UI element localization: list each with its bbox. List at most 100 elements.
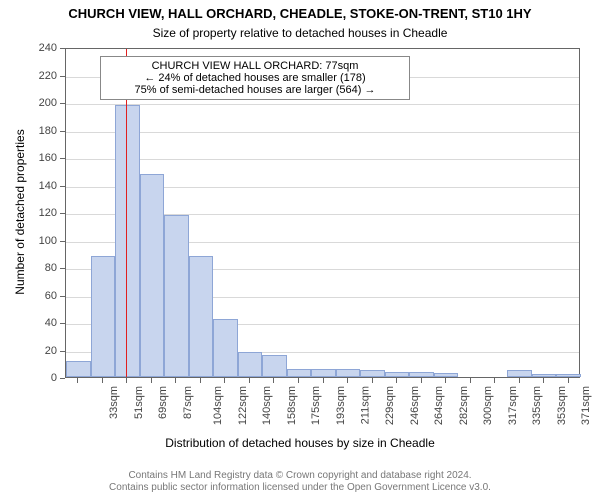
x-tick-mark xyxy=(568,378,569,383)
y-tick-label: 120 xyxy=(27,207,57,219)
y-tick-mark xyxy=(60,76,65,77)
x-tick-mark xyxy=(200,378,201,383)
y-tick-label: 20 xyxy=(27,345,57,357)
y-tick-label: 80 xyxy=(27,262,57,274)
x-tick-mark xyxy=(273,378,274,383)
x-tick-label: 140sqm xyxy=(262,386,274,425)
chart-container: CHURCH VIEW, HALL ORCHARD, CHEADLE, STOK… xyxy=(0,0,600,500)
x-tick-mark xyxy=(445,378,446,383)
y-tick-mark xyxy=(60,241,65,242)
histogram-bar xyxy=(238,352,263,377)
y-tick-mark xyxy=(60,323,65,324)
histogram-bar xyxy=(213,319,238,377)
y-tick-label: 180 xyxy=(27,125,57,137)
x-tick-mark xyxy=(249,378,250,383)
y-tick-mark xyxy=(60,103,65,104)
x-tick-mark xyxy=(396,378,397,383)
y-tick-label: 160 xyxy=(27,152,57,164)
histogram-bar xyxy=(66,361,91,378)
x-tick-label: 335sqm xyxy=(531,386,543,425)
y-tick-mark xyxy=(60,131,65,132)
histogram-bar xyxy=(311,369,336,377)
x-tick-mark xyxy=(151,378,152,383)
x-tick-label: 158sqm xyxy=(286,386,298,425)
x-tick-mark xyxy=(175,378,176,383)
chart-title-main: CHURCH VIEW, HALL ORCHARD, CHEADLE, STOK… xyxy=(0,6,600,21)
x-tick-mark xyxy=(102,378,103,383)
x-tick-label: 51sqm xyxy=(133,386,145,419)
y-tick-label: 240 xyxy=(27,42,57,54)
y-axis-title: Number of detached properties xyxy=(13,82,27,342)
y-tick-label: 140 xyxy=(27,180,57,192)
grid-line xyxy=(66,132,579,133)
x-tick-label: 175sqm xyxy=(311,386,323,425)
y-tick-mark xyxy=(60,186,65,187)
x-tick-label: 33sqm xyxy=(108,386,120,419)
histogram-bar xyxy=(140,174,165,378)
y-tick-label: 40 xyxy=(27,317,57,329)
x-tick-label: 122sqm xyxy=(237,386,249,425)
y-tick-mark xyxy=(60,48,65,49)
x-tick-mark xyxy=(323,378,324,383)
x-tick-label: 104sqm xyxy=(212,386,224,425)
footer-line-1: Contains HM Land Registry data © Crown c… xyxy=(0,470,600,482)
grid-line xyxy=(66,104,579,105)
y-tick-label: 0 xyxy=(27,372,57,384)
histogram-bar xyxy=(360,370,385,377)
x-tick-label: 229sqm xyxy=(384,386,396,425)
x-axis-title: Distribution of detached houses by size … xyxy=(0,436,600,450)
histogram-bar xyxy=(532,374,557,377)
x-tick-label: 317sqm xyxy=(507,386,519,425)
x-tick-label: 193sqm xyxy=(335,386,347,425)
x-tick-label: 282sqm xyxy=(458,386,470,425)
histogram-bar xyxy=(164,215,189,377)
x-tick-label: 300sqm xyxy=(482,386,494,425)
x-tick-mark xyxy=(372,378,373,383)
footer-line-2: Contains public sector information licen… xyxy=(0,482,600,494)
x-tick-label: 211sqm xyxy=(359,386,371,424)
x-tick-label: 353sqm xyxy=(556,386,568,425)
annotation-box: CHURCH VIEW HALL ORCHARD: 77sqm ← 24% of… xyxy=(100,56,410,100)
y-tick-mark xyxy=(60,268,65,269)
x-tick-label: 264sqm xyxy=(433,386,445,425)
x-tick-mark xyxy=(543,378,544,383)
histogram-bar xyxy=(434,373,459,377)
histogram-bar xyxy=(91,256,116,377)
x-tick-mark xyxy=(421,378,422,383)
chart-title-sub: Size of property relative to detached ho… xyxy=(0,26,600,40)
histogram-bar xyxy=(507,370,532,377)
histogram-bar xyxy=(287,369,312,377)
x-tick-label: 371sqm xyxy=(580,386,592,425)
y-tick-mark xyxy=(60,296,65,297)
histogram-bar xyxy=(115,105,140,377)
histogram-bar xyxy=(409,372,434,378)
annotation-line-1: CHURCH VIEW HALL ORCHARD: 77sqm xyxy=(109,60,401,72)
grid-line xyxy=(66,159,579,160)
footer: Contains HM Land Registry data © Crown c… xyxy=(0,470,600,493)
x-tick-mark xyxy=(298,378,299,383)
x-tick-mark xyxy=(494,378,495,383)
y-tick-mark xyxy=(60,158,65,159)
histogram-bar xyxy=(336,369,361,377)
y-tick-label: 100 xyxy=(27,235,57,247)
annotation-line-2: ← 24% of detached houses are smaller (17… xyxy=(109,72,401,84)
y-tick-mark xyxy=(60,351,65,352)
y-tick-mark xyxy=(60,213,65,214)
x-tick-mark xyxy=(347,378,348,383)
histogram-bar xyxy=(189,256,214,377)
y-tick-label: 220 xyxy=(27,70,57,82)
x-tick-mark xyxy=(126,378,127,383)
y-tick-label: 60 xyxy=(27,290,57,302)
annotation-line-3: 75% of semi-detached houses are larger (… xyxy=(109,84,401,96)
histogram-bar xyxy=(556,374,581,377)
x-tick-mark xyxy=(470,378,471,383)
y-tick-label: 200 xyxy=(27,97,57,109)
x-tick-mark xyxy=(224,378,225,383)
x-tick-label: 87sqm xyxy=(182,386,194,419)
x-tick-label: 246sqm xyxy=(409,386,421,425)
x-tick-mark xyxy=(77,378,78,383)
x-tick-label: 69sqm xyxy=(157,386,169,419)
x-tick-mark xyxy=(519,378,520,383)
histogram-bar xyxy=(385,372,410,378)
y-tick-mark xyxy=(60,378,65,379)
